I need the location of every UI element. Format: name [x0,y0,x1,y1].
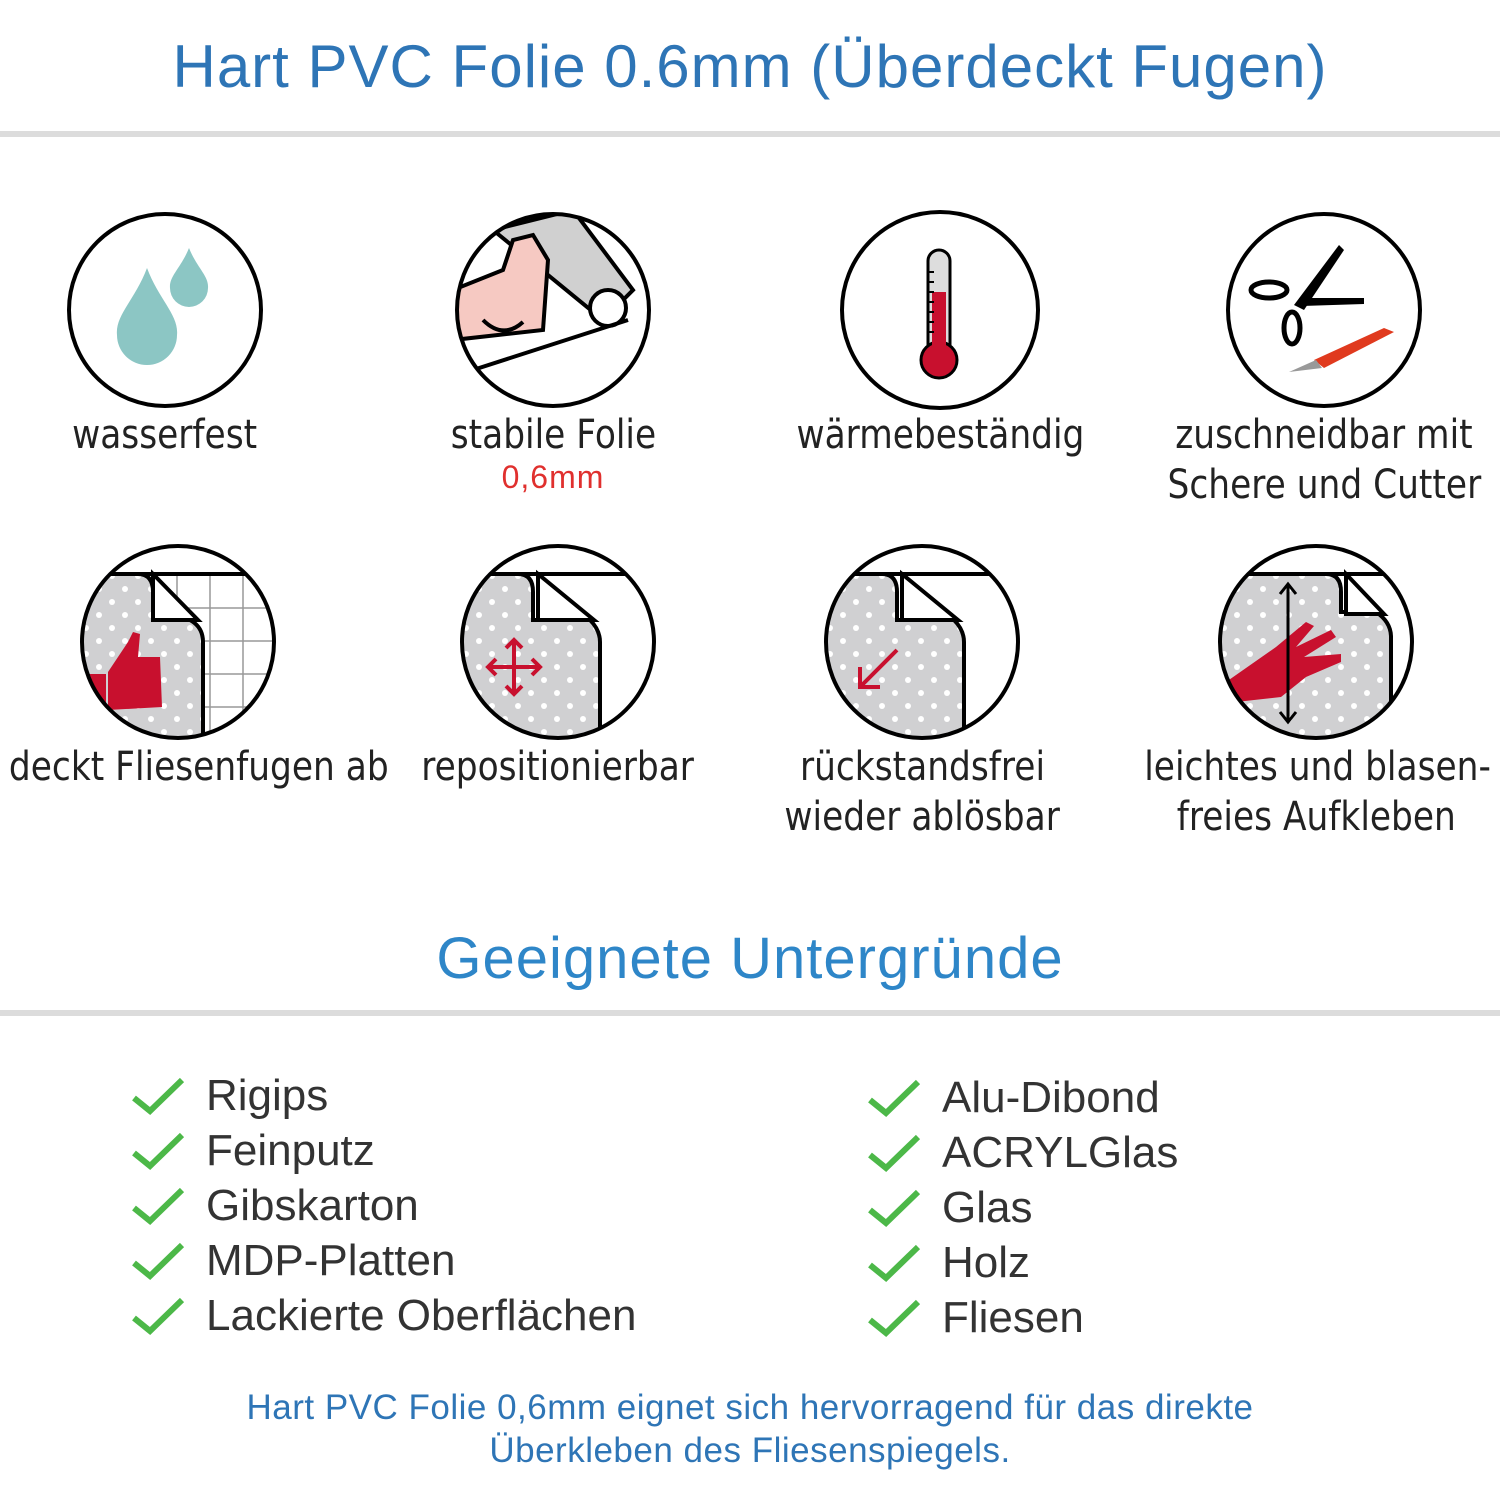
divider [0,1010,1500,1016]
feature-zuschneidbar: zuschneidbar mit Schere und Cutter [1124,210,1500,510]
feature-label: Schere und Cutter [1167,462,1481,508]
check-icon [868,1134,921,1172]
surface-label: Fliesen [942,1292,1084,1342]
feature-rueckstandsfrei: rückstandsfrei wieder ablösbar [722,542,1122,842]
feature-label: freies Aufkleben [1176,794,1456,840]
surface-label: Holz [942,1237,1031,1287]
feature-repositionierbar: repositionierbar [358,542,758,792]
surface-label: Gibskarton [206,1180,419,1230]
list-item: Glas [866,1180,1178,1235]
move-arrows-icon [460,544,656,740]
divider [0,131,1500,137]
list-item: Alu-Dibond [866,1070,1178,1125]
footer-line: Hart PVC Folie 0,6mm eignet sich hervorr… [246,1388,1254,1427]
list-item: Rigips [130,1068,636,1123]
surface-label: Alu-Dibond [942,1072,1160,1122]
feature-label: wieder ablösbar [784,794,1060,840]
scissors-cutter-icon [1226,212,1422,408]
surface-label: Rigips [206,1070,329,1120]
check-icon [132,1297,185,1335]
check-icon [868,1244,921,1282]
feature-label: rückstandsfrei [799,744,1045,790]
check-icon [868,1299,921,1337]
check-icon [132,1132,185,1170]
check-icon [132,1242,185,1280]
surfaces-list-left: Rigips Feinputz Gibskarton MDP-Platten L… [130,1068,636,1343]
list-item: Gibskarton [130,1178,636,1233]
list-item: ACRYLGlas [866,1125,1178,1180]
surfaces-list-right: Alu-Dibond ACRYLGlas Glas Holz Fliesen [866,1070,1178,1345]
surface-label: Lackierte Oberflächen [206,1290,637,1340]
section-title: Geeignete Untergründe [436,926,1064,991]
surface-label: Feinputz [206,1125,375,1175]
feature-stabile-folie: stabile Folie 0,6mm [353,210,753,494]
check-icon [868,1189,921,1227]
list-item: Feinputz [130,1123,636,1178]
footer-line: Überkleben des Fliesenspiegels. [489,1431,1011,1470]
feature-wasserfest: wasserfest [0,210,365,460]
feature-leichtes-aufkleben: leichtes und blasen- freies Aufkleben [1116,542,1500,842]
feature-deckt-fliesenfugen: deckt Fliesenfugen ab [0,542,389,792]
feature-label: wasserfest [72,412,258,458]
strong-arm-roll-icon [455,212,651,408]
feature-label: wärmebeständig [796,412,1084,458]
check-icon [868,1079,921,1117]
surface-label: ACRYLGlas [942,1127,1179,1177]
water-drops-icon [67,212,263,408]
feature-waermebestaendig: wärmebeständig [740,210,1140,460]
surface-label: MDP-Platten [206,1235,456,1285]
feature-label: deckt Fliesenfugen ab [8,744,389,790]
feature-sublabel: 0,6mm [501,459,605,495]
thumbs-up-tile-icon [80,544,276,740]
list-item: Fliesen [866,1290,1178,1345]
thermometer-icon [840,210,1040,410]
surface-label: Glas [942,1182,1033,1232]
list-item: MDP-Platten [130,1233,636,1288]
page-title: Hart PVC Folie 0.6mm (Überdeckt Fugen) [172,33,1328,100]
feature-label: zuschneidbar mit [1175,412,1473,458]
feature-label: repositionierbar [421,744,695,790]
hand-smooth-icon [1218,544,1414,740]
footer-note: Hart PVC Folie 0,6mm eignet sich hervorr… [0,1386,1500,1472]
check-icon [132,1077,185,1115]
peel-arrow-icon [824,544,1020,740]
feature-label: stabile Folie [450,412,656,458]
feature-label: leichtes und blasen- [1144,744,1491,790]
list-item: Lackierte Oberflächen [130,1288,636,1343]
list-item: Holz [866,1235,1178,1290]
check-icon [132,1187,185,1225]
